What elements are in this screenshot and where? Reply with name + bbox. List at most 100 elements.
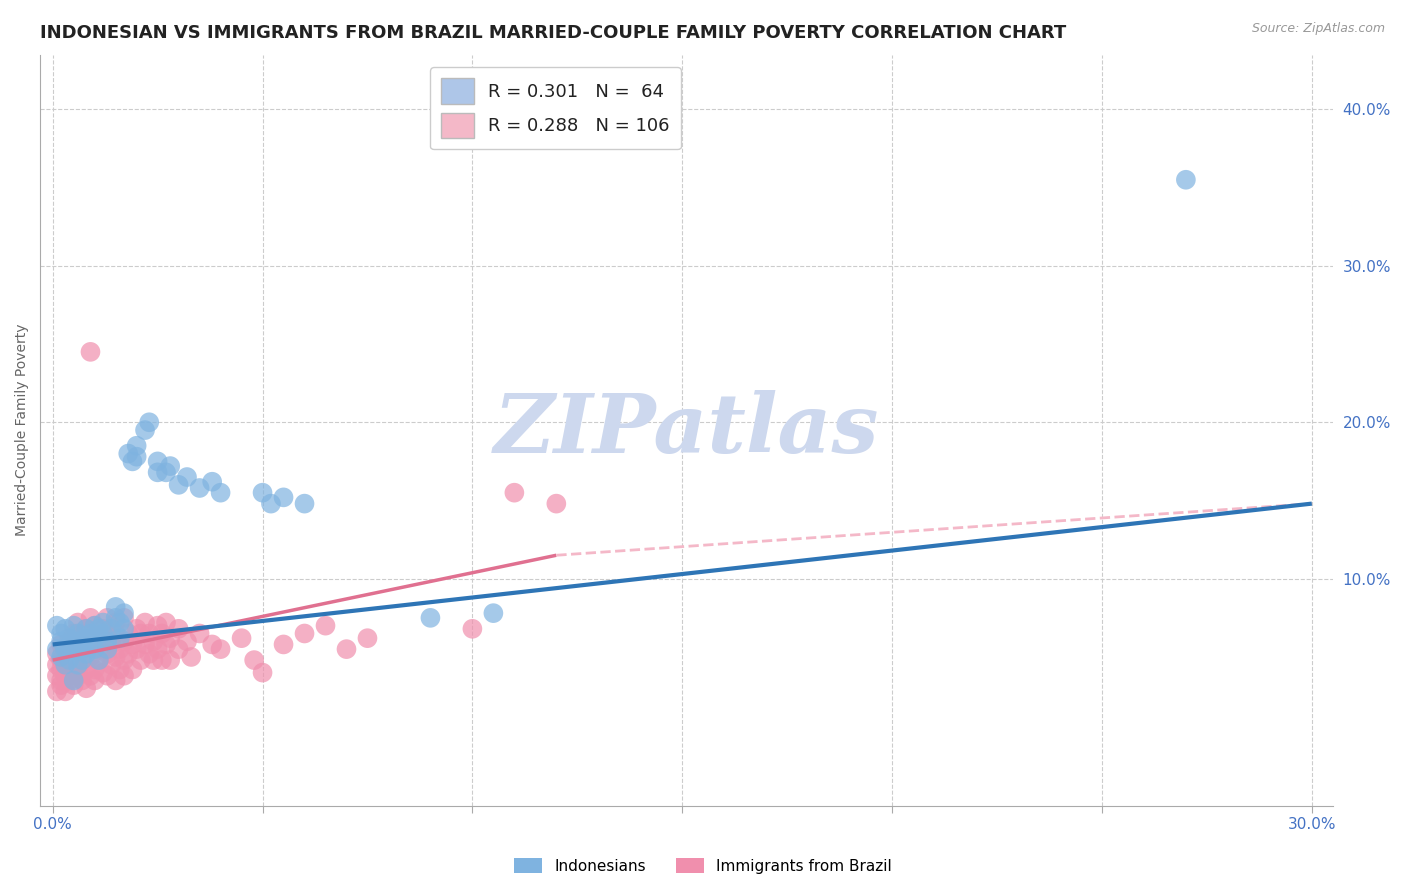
Point — [45, 684, 67, 698]
Point — [58, 653, 80, 667]
Point — [75, 622, 97, 636]
Point — [49, 634, 72, 648]
Point — [53, 657, 76, 672]
Point — [201, 475, 224, 489]
Point — [100, 637, 122, 651]
Text: ZIPatlas: ZIPatlas — [494, 390, 879, 470]
Point — [96, 647, 118, 661]
Point — [167, 642, 190, 657]
Point — [134, 615, 156, 630]
Point — [70, 642, 93, 657]
Point — [75, 637, 97, 651]
Point — [96, 642, 118, 657]
Point — [419, 611, 441, 625]
Point — [155, 466, 177, 480]
Point — [66, 653, 89, 667]
Point — [252, 485, 274, 500]
Point — [315, 618, 337, 632]
Point — [104, 615, 127, 630]
Point — [252, 665, 274, 680]
Point — [75, 622, 97, 636]
Point — [180, 649, 202, 664]
Point — [79, 649, 101, 664]
Point — [53, 622, 76, 636]
Point — [83, 642, 105, 657]
Point — [294, 626, 316, 640]
Point — [104, 626, 127, 640]
Y-axis label: Married-Couple Family Poverty: Married-Couple Family Poverty — [15, 324, 30, 536]
Point — [53, 663, 76, 677]
Point — [112, 611, 135, 625]
Point — [70, 634, 93, 648]
Point — [58, 637, 80, 651]
Point — [150, 653, 173, 667]
Point — [155, 637, 177, 651]
Point — [83, 618, 105, 632]
Point — [159, 653, 181, 667]
Point — [91, 622, 114, 636]
Point — [58, 653, 80, 667]
Point — [356, 631, 378, 645]
Point — [138, 647, 160, 661]
Point — [112, 669, 135, 683]
Point — [96, 611, 118, 625]
Point — [45, 669, 67, 683]
Text: Source: ZipAtlas.com: Source: ZipAtlas.com — [1251, 22, 1385, 36]
Point — [461, 622, 484, 636]
Point — [231, 631, 253, 645]
Point — [70, 626, 93, 640]
Legend: R = 0.301   N =  64, R = 0.288   N = 106: R = 0.301 N = 64, R = 0.288 N = 106 — [430, 68, 681, 149]
Point — [53, 684, 76, 698]
Point — [45, 647, 67, 661]
Point — [176, 634, 198, 648]
Point — [104, 649, 127, 664]
Point — [62, 642, 84, 657]
Point — [125, 450, 148, 464]
Point — [159, 459, 181, 474]
Point — [66, 657, 89, 672]
Point — [146, 642, 169, 657]
Point — [79, 631, 101, 645]
Point — [83, 631, 105, 645]
Point — [83, 642, 105, 657]
Point — [176, 470, 198, 484]
Point — [79, 611, 101, 625]
Point — [121, 637, 143, 651]
Point — [62, 618, 84, 632]
Point — [134, 637, 156, 651]
Point — [83, 673, 105, 688]
Point — [503, 485, 526, 500]
Point — [45, 657, 67, 672]
Point — [58, 634, 80, 648]
Point — [58, 631, 80, 645]
Point — [83, 618, 105, 632]
Point — [546, 497, 568, 511]
Point — [75, 663, 97, 677]
Point — [117, 647, 139, 661]
Point — [121, 663, 143, 677]
Point — [134, 423, 156, 437]
Point — [75, 647, 97, 661]
Point — [159, 631, 181, 645]
Point — [62, 673, 84, 688]
Point — [108, 615, 131, 630]
Point — [188, 481, 211, 495]
Point — [121, 454, 143, 468]
Point — [45, 642, 67, 657]
Point — [117, 446, 139, 460]
Point — [91, 665, 114, 680]
Point — [138, 626, 160, 640]
Point — [66, 637, 89, 651]
Point — [104, 599, 127, 614]
Point — [125, 642, 148, 657]
Point — [91, 615, 114, 630]
Point — [209, 642, 232, 657]
Point — [87, 653, 110, 667]
Point — [45, 618, 67, 632]
Point — [53, 642, 76, 657]
Point — [167, 622, 190, 636]
Point — [142, 653, 165, 667]
Point — [83, 663, 105, 677]
Point — [155, 615, 177, 630]
Point — [62, 678, 84, 692]
